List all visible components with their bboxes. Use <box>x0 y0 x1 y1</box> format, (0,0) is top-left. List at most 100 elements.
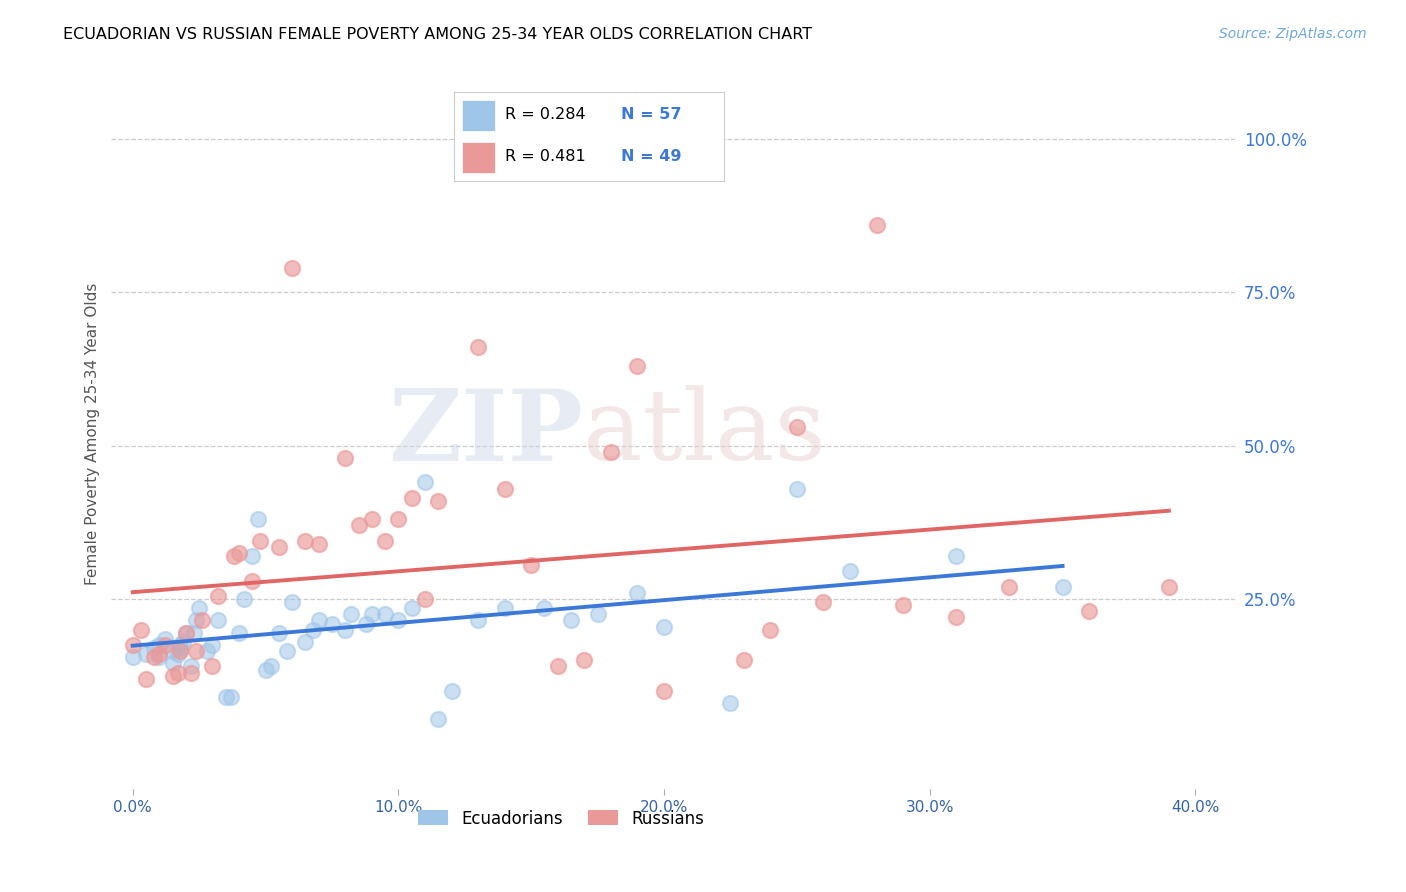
Point <box>240 574 263 588</box>
Point <box>413 592 436 607</box>
Point <box>427 493 450 508</box>
Point <box>813 595 835 609</box>
Point <box>233 592 256 607</box>
Point <box>281 595 304 609</box>
Point <box>180 665 202 680</box>
Point <box>547 659 569 673</box>
Point <box>148 650 170 665</box>
Point <box>335 450 357 465</box>
Point <box>148 638 170 652</box>
Point <box>945 549 967 563</box>
Point <box>321 616 343 631</box>
Point <box>733 653 755 667</box>
Point <box>360 512 382 526</box>
Point <box>652 619 675 633</box>
Point <box>1052 580 1074 594</box>
Point <box>339 607 361 622</box>
Point <box>186 644 208 658</box>
Point <box>207 614 229 628</box>
Point <box>207 589 229 603</box>
Point <box>129 623 152 637</box>
Point <box>374 533 396 548</box>
Text: ECUADORIAN VS RUSSIAN FEMALE POVERTY AMONG 25-34 YEAR OLDS CORRELATION CHART: ECUADORIAN VS RUSSIAN FEMALE POVERTY AMO… <box>63 27 813 42</box>
Point <box>201 659 224 673</box>
Point <box>1078 604 1101 618</box>
Point <box>142 641 165 656</box>
Point <box>162 644 184 658</box>
Point <box>494 601 516 615</box>
Point <box>267 540 290 554</box>
Point <box>786 420 808 434</box>
Point <box>387 614 409 628</box>
Text: atlas: atlas <box>583 385 827 481</box>
Point <box>413 475 436 490</box>
Point <box>560 614 582 628</box>
Point <box>467 614 489 628</box>
Point <box>387 512 409 526</box>
Point <box>186 614 208 628</box>
Point <box>201 638 224 652</box>
Point <box>195 644 218 658</box>
Point <box>228 625 250 640</box>
Point <box>166 665 188 680</box>
Point <box>174 625 197 640</box>
Point <box>190 614 212 628</box>
Point <box>169 641 191 656</box>
Point <box>574 653 596 667</box>
Point <box>401 491 423 505</box>
Point <box>246 512 269 526</box>
Point <box>169 644 191 658</box>
Point <box>142 650 165 665</box>
Text: Source: ZipAtlas.com: Source: ZipAtlas.com <box>1219 27 1367 41</box>
Point <box>626 586 648 600</box>
Point <box>267 625 290 640</box>
Point <box>652 684 675 698</box>
Point <box>401 601 423 615</box>
Point <box>720 696 742 710</box>
Point <box>240 549 263 563</box>
Point <box>865 218 887 232</box>
Point <box>586 607 609 622</box>
Point <box>174 625 197 640</box>
Point <box>249 533 271 548</box>
Point <box>759 623 782 637</box>
Point <box>308 537 330 551</box>
Point <box>254 663 277 677</box>
Point <box>335 623 357 637</box>
Point <box>294 533 316 548</box>
Point <box>281 260 304 275</box>
Point <box>180 659 202 673</box>
Point <box>891 598 914 612</box>
Point <box>276 644 298 658</box>
Point <box>494 482 516 496</box>
Point <box>427 712 450 726</box>
Point <box>1157 580 1180 594</box>
Point <box>121 650 143 665</box>
Point <box>294 635 316 649</box>
Point <box>440 684 463 698</box>
Y-axis label: Female Poverty Among 25-34 Year Olds: Female Poverty Among 25-34 Year Olds <box>86 282 100 584</box>
Point <box>162 669 184 683</box>
Point <box>600 444 623 458</box>
Point <box>374 607 396 622</box>
Point <box>308 614 330 628</box>
Point <box>188 601 211 615</box>
Point <box>166 647 188 661</box>
Point <box>998 580 1021 594</box>
Point <box>214 690 236 705</box>
Point <box>153 638 176 652</box>
Point <box>169 638 191 652</box>
Point <box>533 601 555 615</box>
Point <box>228 546 250 560</box>
Point <box>347 518 370 533</box>
Point <box>360 607 382 622</box>
Point <box>121 638 143 652</box>
Point <box>302 623 325 637</box>
Point <box>183 625 205 640</box>
Point <box>356 616 378 631</box>
Point <box>626 359 648 373</box>
Point <box>260 659 283 673</box>
Point <box>786 482 808 496</box>
Point <box>467 340 489 354</box>
Point <box>135 672 157 686</box>
